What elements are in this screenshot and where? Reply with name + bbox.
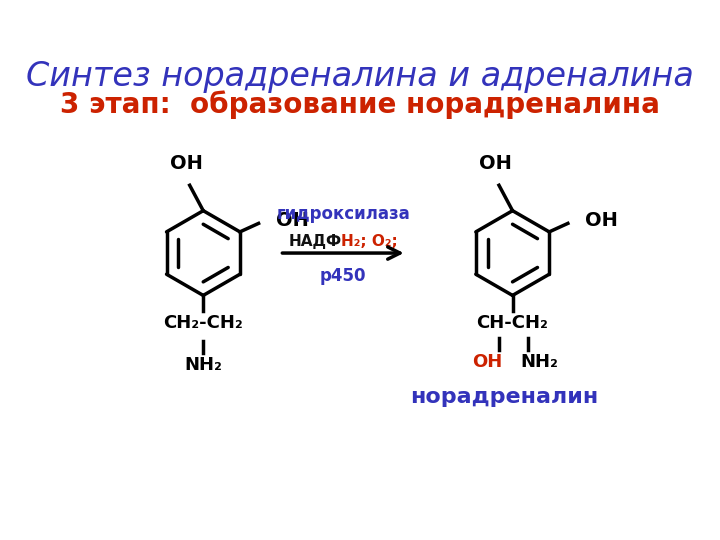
Text: Синтез норадреналина и адреналина: Синтез норадреналина и адреналина: [26, 60, 694, 93]
Text: NH₂: NH₂: [521, 353, 559, 371]
Text: НАДФ: НАДФ: [288, 234, 341, 249]
Text: CH-CH₂: CH-CH₂: [477, 314, 549, 332]
Text: OH: OH: [170, 154, 203, 173]
Text: NH₂: NH₂: [184, 356, 222, 374]
Text: 3 этап:  образование норадреналина: 3 этап: образование норадреналина: [60, 90, 660, 119]
Text: норадреналин: норадреналин: [410, 387, 598, 407]
Text: OH: OH: [276, 211, 308, 229]
Text: OH: OH: [472, 353, 503, 371]
Text: CH₂-CH₂: CH₂-CH₂: [163, 314, 243, 332]
Text: гидроксилаза: гидроксилаза: [276, 205, 410, 222]
Text: Н₂; О₂;: Н₂; О₂;: [341, 234, 398, 249]
Text: р450: р450: [320, 267, 366, 285]
Text: OH: OH: [479, 154, 512, 173]
Text: OH: OH: [585, 211, 618, 229]
